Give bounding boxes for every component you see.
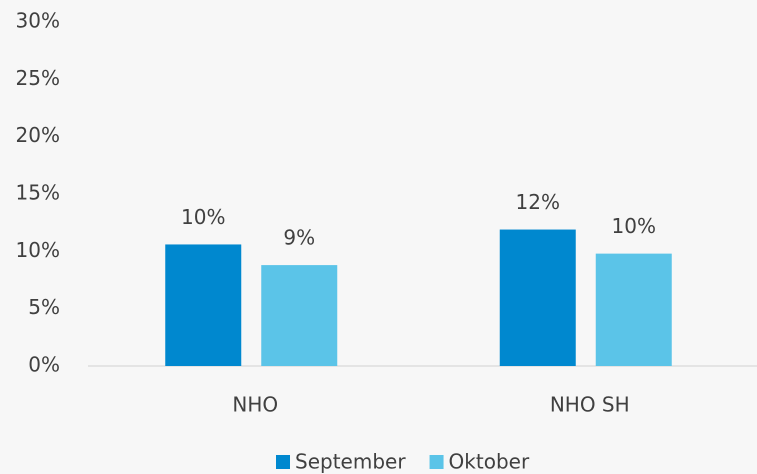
- y-tick-label: 15%: [16, 181, 60, 205]
- y-tick-label: 0%: [28, 353, 60, 377]
- value-label: 10%: [181, 205, 225, 229]
- value-label: 12%: [516, 190, 560, 214]
- legend-label: Oktober: [449, 450, 530, 474]
- y-tick-label: 25%: [16, 66, 60, 90]
- bar: [261, 265, 338, 366]
- bar: [595, 253, 672, 366]
- x-tick-label: NHO: [232, 393, 278, 417]
- bar: [499, 229, 576, 366]
- y-tick-label: 5%: [28, 295, 60, 319]
- y-tick-label: 20%: [16, 123, 60, 147]
- value-label: 10%: [612, 214, 656, 238]
- y-tick-label: 30%: [16, 9, 60, 33]
- legend-swatch: [276, 455, 290, 469]
- bar: [165, 244, 242, 366]
- value-label: 9%: [283, 226, 315, 250]
- x-tick-label: NHO SH: [550, 393, 630, 417]
- legend-label: September: [295, 450, 406, 474]
- y-tick-label: 10%: [16, 238, 60, 262]
- legend-swatch: [429, 455, 444, 469]
